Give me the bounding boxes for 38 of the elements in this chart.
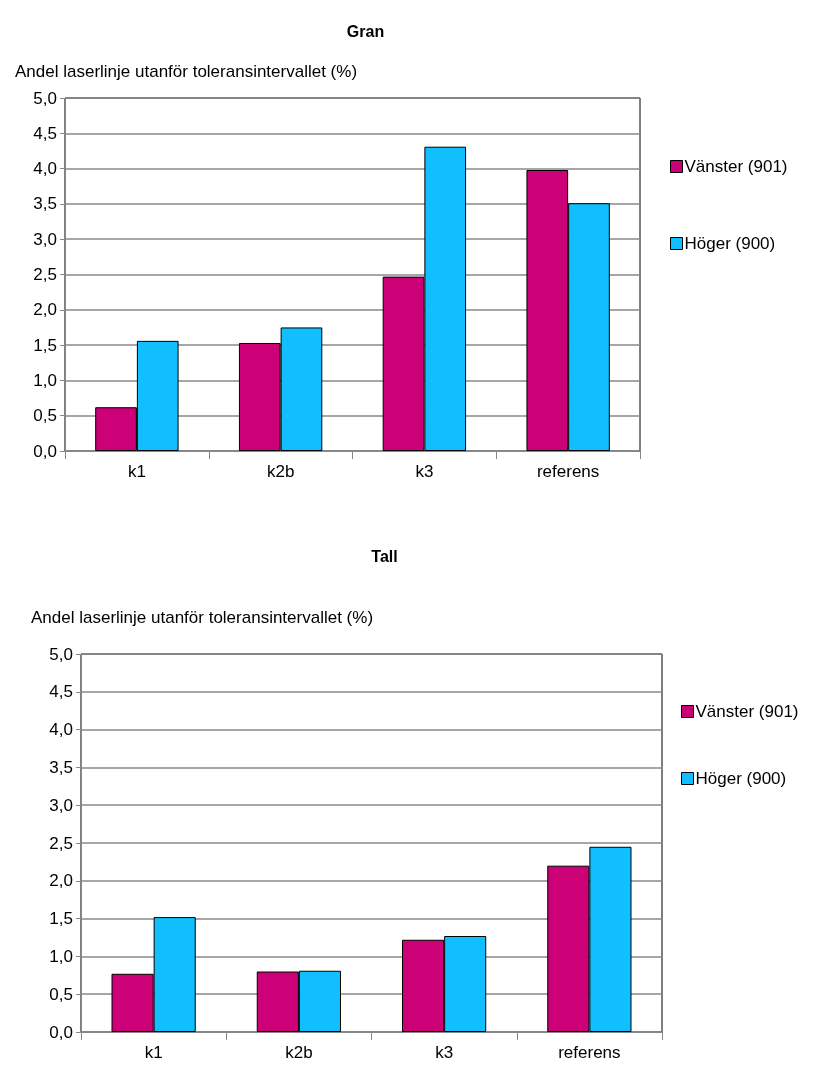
chart-title: Tall	[371, 547, 398, 565]
y-tick-label: 4,0	[33, 159, 57, 179]
y-tick-label: 2,5	[33, 265, 57, 284]
x-tick-label: k3	[415, 462, 434, 481]
x-tick-label: k1	[144, 1043, 163, 1062]
legend-label: Höger (900)	[684, 234, 776, 253]
x-tick-label: k2b	[285, 1043, 313, 1062]
y-tick-label: 4,0	[49, 720, 73, 740]
y-tick-label: 5,0	[49, 644, 73, 664]
x-tick-label: referens	[536, 462, 600, 481]
x-tick-label: k2b	[266, 462, 295, 481]
y-tick-label: 0,5	[49, 984, 73, 1004]
y-tick-label: 1,0	[33, 370, 57, 390]
x-tick-label: referens	[558, 1043, 621, 1062]
y-tick-label: 3,0	[49, 795, 73, 815]
y-tick-label: 5,0	[33, 88, 57, 108]
y-tick-label: 1,5	[33, 335, 57, 355]
y-axis-title: Andel laserlinje utanför toleransintervallet (%)	[15, 62, 358, 81]
y-tick-label: 2,5	[49, 833, 73, 853]
legend-label: Vänster (901)	[695, 702, 799, 721]
x-tick-label: k1	[127, 462, 146, 481]
y-tick-label: 2,0	[33, 300, 57, 320]
chart-title: Gran	[346, 22, 385, 40]
y-tick-label: 0,0	[33, 441, 57, 461]
y-tick-label: 2,0	[49, 871, 73, 891]
legend-label: Vänster (901)	[684, 157, 788, 176]
y-tick-label: 4,5	[33, 123, 57, 143]
y-tick-label: 3,5	[49, 757, 73, 777]
y-tick-label: 3,0	[33, 229, 57, 249]
y-tick-label: 4,5	[49, 682, 73, 702]
y-tick-label: 0,5	[33, 406, 57, 426]
y-tick-label: 0,0	[49, 1022, 73, 1042]
y-axis-title: Andel laserlinje utanför toleransintervallet (%)	[31, 608, 374, 627]
y-tick-label: 1,5	[49, 909, 73, 929]
x-tick-label: k3	[435, 1043, 454, 1062]
y-tick-label: 1,0	[49, 946, 73, 966]
y-tick-label: 3,5	[33, 194, 57, 214]
legend-label: Höger (900)	[695, 769, 787, 788]
